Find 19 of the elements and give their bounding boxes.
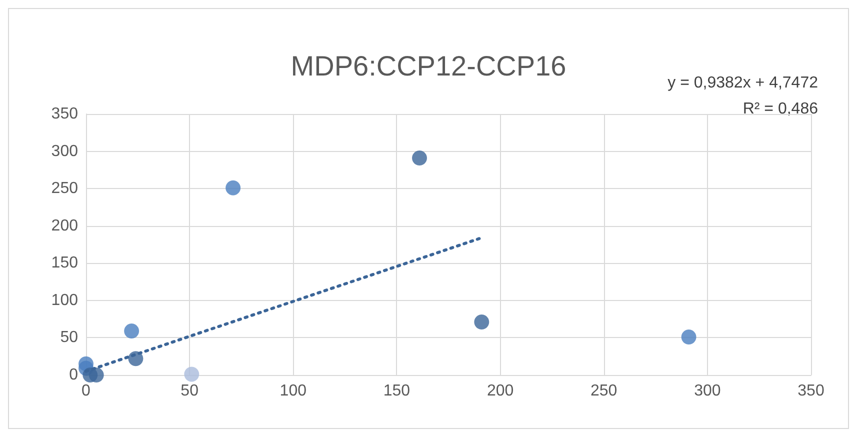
y-tick-label: 250 (51, 180, 78, 198)
y-tick-label: 150 (51, 254, 78, 272)
x-tick-label: 100 (280, 382, 307, 400)
annotation: R² = 0,486 (742, 100, 818, 118)
text: y = 0,9382x + 4,7472 (668, 74, 818, 92)
x-tick-label: 350 (798, 382, 824, 400)
x-tick-label: 0 (82, 382, 91, 400)
y-tick-label: 300 (51, 142, 78, 160)
x-tick-label: 50 (180, 382, 199, 400)
y-tick-label: 50 (60, 329, 78, 346)
y-tick-label: 350 (51, 106, 78, 122)
x-tick-label: 250 (590, 382, 618, 400)
x-tick-label: 300 (694, 382, 721, 400)
chart-title: MDP6:CCP12-CCP16 (290, 50, 566, 82)
x-tick-label: 150 (383, 382, 410, 400)
y-tick-label: 0 (69, 366, 78, 384)
x-tick-label: 200 (486, 382, 514, 400)
y-tick-label: 100 (51, 292, 78, 309)
y-tick-label: 200 (51, 217, 78, 234)
